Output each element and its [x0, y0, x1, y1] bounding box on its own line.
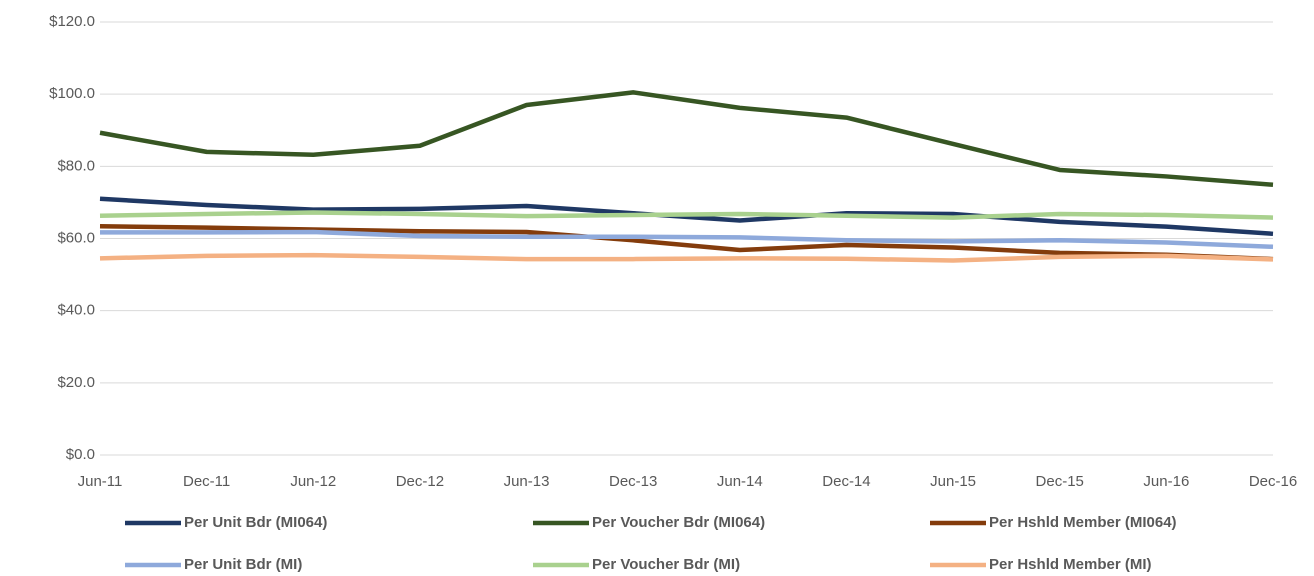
x-tick-label: Dec-13	[609, 473, 657, 490]
y-tick-label: $80.0	[57, 157, 95, 174]
x-tick-label: Dec-15	[1036, 473, 1084, 490]
series-line	[99, 210, 1274, 220]
legend-label: Per Unit Bdr (MI)	[184, 556, 302, 573]
x-tick-label: Dec-12	[396, 473, 444, 490]
y-tick-label: $20.0	[57, 374, 95, 391]
series-line	[99, 90, 1274, 187]
series-line	[100, 229, 1274, 250]
x-tick-label: Dec-14	[822, 473, 870, 490]
x-tick-label: Jun-11	[78, 473, 123, 490]
y-tick-label: $120.0	[49, 13, 95, 30]
legend-label: Per Hshld Member (MI)	[989, 556, 1152, 573]
legend-label: Per Hshld Member (MI064)	[989, 514, 1177, 531]
legend-label: Per Voucher Bdr (MI064)	[592, 514, 765, 531]
y-tick-label: $40.0	[57, 302, 95, 319]
y-tick-label: $100.0	[49, 85, 95, 102]
series-line	[99, 223, 1274, 262]
legend-label: Per Unit Bdr (MI064)	[184, 514, 327, 531]
x-tick-label: Dec-16	[1249, 473, 1297, 490]
x-tick-label: Jun-12	[290, 473, 336, 490]
x-tick-label: Jun-16	[1143, 473, 1189, 490]
x-tick-label: Jun-13	[504, 473, 550, 490]
y-tick-label: $60.0	[57, 229, 95, 246]
legend-label: Per Voucher Bdr (MI)	[592, 556, 740, 573]
x-tick-label: Jun-14	[717, 473, 763, 490]
x-tick-label: Dec-11	[183, 473, 230, 490]
x-tick-label: Jun-15	[930, 473, 976, 490]
y-tick-label: $0.0	[66, 446, 95, 463]
series-line	[99, 252, 1274, 263]
series-line	[99, 196, 1274, 237]
